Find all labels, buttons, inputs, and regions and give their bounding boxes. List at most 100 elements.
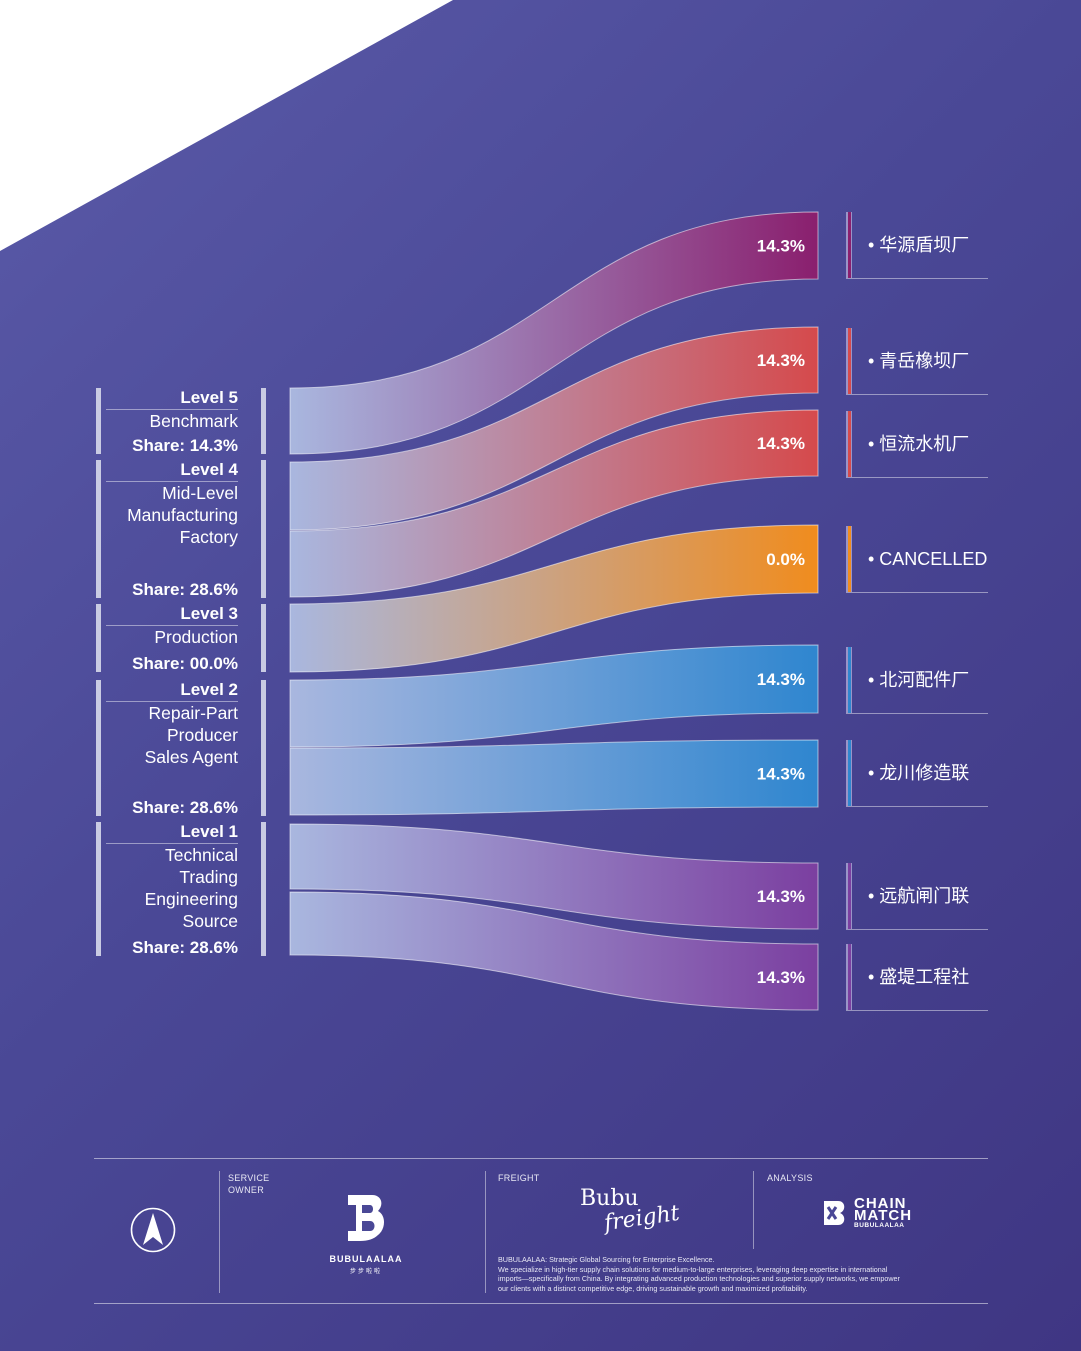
dest-tick xyxy=(846,863,852,929)
level-4-name-line-2: Manufacturing xyxy=(127,505,238,525)
level-2-left-bar xyxy=(96,680,101,816)
dest-item-1: • 华源盾坝厂 xyxy=(846,212,988,279)
dest-item-4: • CANCELLED xyxy=(846,526,988,593)
level-5-block: Level 5 Benchmark Share: 14.3% xyxy=(96,388,266,455)
level-1-title: Level 1 xyxy=(106,822,238,844)
level-4-title: Level 4 xyxy=(106,460,238,482)
dest-item-3: • 恒流水机厂 xyxy=(846,411,988,478)
level-4-right-bar xyxy=(261,460,266,598)
level-5-left-bar xyxy=(96,388,101,454)
sankey-flow xyxy=(289,823,819,930)
dest-item-6: • 龙川修造联 xyxy=(846,740,988,807)
dest-label: • 青岳橡坝厂 xyxy=(868,351,970,371)
dest-label: • 华源盾坝厂 xyxy=(868,235,970,255)
bubu-freight-logo-top: Bubu xyxy=(580,1186,639,1211)
freight-caption: FREIGHT xyxy=(498,1173,540,1183)
dest-tick xyxy=(846,328,852,394)
bubulaalaa-logo: BUBULAALAA 步步啦啦 xyxy=(316,1191,416,1275)
level-4-name-line-1: Mid-Level xyxy=(162,483,238,503)
dest-item-8: • 盛堤工程社 xyxy=(846,944,988,1011)
chain-match-sub: BUBULAALAA xyxy=(854,1222,905,1229)
level-1-block: Level 1 Technical Trading Engineering So… xyxy=(96,822,266,957)
chain-match-logo-icon xyxy=(824,1201,845,1225)
chain-match-logo: CHAIN MATCH BUBULAALAA xyxy=(822,1195,932,1231)
blurb-line-1: BUBULAALAA: Strategic Global Sourcing fo… xyxy=(498,1255,715,1264)
level-3-left-bar xyxy=(96,604,101,672)
level-1-left-bar xyxy=(96,822,101,956)
sankey-flow xyxy=(289,644,819,748)
blurb-line-3: imports—specifically from China. By inte… xyxy=(498,1274,900,1284)
sankey-flow xyxy=(289,739,819,816)
dest-label: • 恒流水机厂 xyxy=(868,434,970,454)
sankey-flow xyxy=(289,409,819,598)
level-5-title: Level 5 xyxy=(106,388,238,410)
bubulaalaa-chinese-mark: 步步啦啦 xyxy=(349,1269,382,1275)
service-owner-caption: SERVICE OWNER xyxy=(228,1173,270,1195)
level-1-name-line-3: Engineering xyxy=(144,889,238,909)
sankey-flow xyxy=(289,326,819,531)
flow-value-label: 14.3% xyxy=(757,434,805,453)
level-1-name-line-2: Trading xyxy=(179,867,238,887)
level-4-share: Share: 28.6% xyxy=(132,580,238,599)
bubulaalaa-wordmark: BUBULAALAA xyxy=(329,1254,403,1264)
flow-value-label: 14.3% xyxy=(757,887,805,906)
level-2-block: Level 2 Repair-Part Producer Sales Agent… xyxy=(96,680,266,817)
level-3-share: Share: 00.0% xyxy=(132,654,238,673)
analysis-caption: ANALYSIS xyxy=(767,1173,813,1183)
sankey-flow xyxy=(289,891,819,1011)
footer-divider xyxy=(219,1171,220,1293)
dest-item-2: • 青岳橡坝厂 xyxy=(846,328,988,395)
footer-divider xyxy=(753,1171,754,1249)
level-3-title: Level 3 xyxy=(106,604,238,626)
blurb-line-2: We specialize in high-tier supply chain … xyxy=(498,1264,888,1274)
sankey-flow xyxy=(289,211,819,455)
dest-tick xyxy=(846,740,852,806)
flow-value-label: 14.3% xyxy=(757,351,805,370)
blurb-line-4: our clients with a distinct competitive … xyxy=(498,1283,808,1293)
level-1-share: Share: 28.6% xyxy=(132,938,238,957)
level-2-name-line-2: Producer xyxy=(166,725,238,745)
dest-tick xyxy=(846,647,852,713)
dest-label: • 盛堤工程社 xyxy=(868,967,970,987)
level-1-name-line-1: Technical xyxy=(165,845,238,865)
level-2-name-line-1: Repair-Part xyxy=(148,703,238,723)
level-1-name-line-4: Source xyxy=(182,911,238,931)
dest-item-7: • 远航闸门联 xyxy=(846,863,988,930)
level-3-name: Production xyxy=(154,627,238,647)
level-3-right-bar xyxy=(261,604,266,672)
footer-divider xyxy=(485,1171,486,1293)
level-5-right-bar xyxy=(261,388,266,454)
chain-match-word-1: CHAIN xyxy=(854,1195,907,1212)
compass-arrow-icon xyxy=(130,1207,176,1253)
level-2-name-line-3: Sales Agent xyxy=(144,747,238,767)
level-2-right-bar xyxy=(261,680,266,816)
bubulaalaa-b-logo-icon xyxy=(348,1195,384,1241)
chain-match-word-2: MATCH xyxy=(854,1207,913,1224)
flow-value-label: 14.3% xyxy=(757,670,805,689)
flow-value-label: 14.3% xyxy=(757,237,805,256)
dest-tick xyxy=(846,526,852,592)
dest-label: • CANCELLED xyxy=(868,549,988,569)
level-3-block: Level 3 Production Share: 00.0% xyxy=(96,604,266,673)
level-4-left-bar xyxy=(96,460,101,598)
level-5-name: Benchmark xyxy=(149,411,238,431)
flow-value-label: 14.3% xyxy=(757,765,805,784)
level-2-share: Share: 28.6% xyxy=(132,798,238,817)
level-1-right-bar xyxy=(261,822,266,956)
dest-tick xyxy=(846,411,852,477)
dest-tick xyxy=(846,212,852,278)
dest-tick xyxy=(846,944,852,1010)
white-corner-shape xyxy=(0,0,453,251)
level-5-share: Share: 14.3% xyxy=(132,436,238,455)
flow-value-label: 0.0% xyxy=(766,550,805,569)
bubu-freight-logo: Bubu freight xyxy=(580,1187,690,1239)
footer: SERVICE OWNER BUBULAALAA 步步啦啦 FREIGHT Bu… xyxy=(94,1158,988,1304)
company-blurb: BUBULAALAA: Strategic Global Sourcing fo… xyxy=(498,1255,978,1293)
level-4-block: Level 4 Mid-Level Manufacturing Factory … xyxy=(96,460,266,599)
dest-label: • 远航闸门联 xyxy=(868,886,970,906)
level-2-title: Level 2 xyxy=(106,680,238,702)
sankey-chart: 14.3% 14.3% 14.3% 0.0% 14.3% 14.3% 14.3% 14.3% xyxy=(289,211,819,1011)
dest-label: • 北河配件厂 xyxy=(868,670,970,690)
sankey-flow xyxy=(289,524,819,673)
